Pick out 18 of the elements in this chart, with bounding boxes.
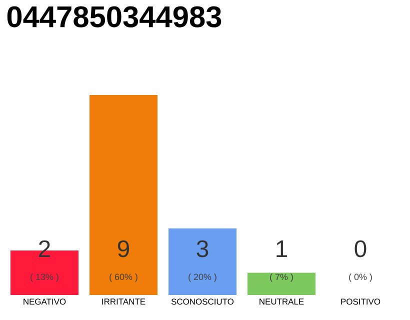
annotation: ( 13% ) bbox=[30, 274, 58, 282]
annotation: ( 20% ) bbox=[188, 274, 216, 282]
data-label: 0 bbox=[354, 240, 366, 258]
x-tick-label: POSITIVO bbox=[341, 298, 380, 305]
annotation: ( 7% ) bbox=[270, 274, 293, 282]
x-tick-label: IRRITANTE bbox=[102, 298, 146, 304]
x-tick-label: NEUTRALE bbox=[260, 298, 304, 305]
data-label: 1 bbox=[276, 240, 287, 257]
annotation: ( 0% ) bbox=[349, 274, 372, 282]
x-tick-label: SCONOSCIUTO bbox=[171, 298, 234, 305]
bar bbox=[90, 95, 158, 295]
chart-title: 0447850344983 bbox=[7, 6, 222, 28]
data-label: 3 bbox=[196, 240, 208, 258]
x-tick-label: NEGATIVO bbox=[24, 298, 66, 305]
data-label: 9 bbox=[118, 240, 130, 258]
bar bbox=[168, 228, 236, 295]
bar bbox=[248, 272, 316, 295]
annotation: ( 60% ) bbox=[110, 274, 138, 282]
